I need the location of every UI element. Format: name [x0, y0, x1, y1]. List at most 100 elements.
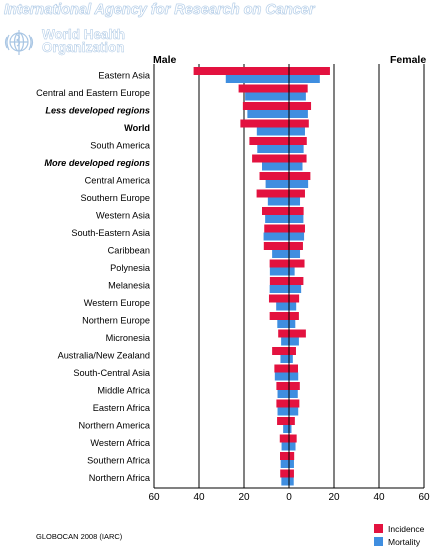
bar-mortality-female: [289, 320, 296, 328]
bar-mortality-female: [289, 232, 305, 241]
bar-incidence-female: [289, 329, 306, 338]
bar-mortality-female: [289, 110, 308, 118]
bar-incidence-male: [263, 242, 289, 250]
bar-mortality-female: [289, 180, 309, 188]
bar-mortality-male: [281, 442, 289, 451]
bar-mortality-female: [289, 477, 294, 486]
category-label: Northern Africa: [89, 473, 151, 483]
bar-mortality-female: [289, 302, 297, 311]
bar-incidence-male: [259, 172, 289, 180]
bar-incidence-male: [280, 469, 289, 478]
x-tick-label: 60: [148, 492, 160, 503]
bar-incidence-female: [289, 137, 307, 145]
category-label: Northern America: [79, 421, 151, 431]
bar-incidence-female: [289, 224, 305, 233]
bar-mortality-male: [277, 407, 289, 416]
bar-mortality-male: [269, 285, 289, 293]
bar-incidence-male: [256, 189, 289, 198]
bar-incidence-male: [269, 277, 289, 285]
bar-mortality-female: [289, 425, 292, 433]
x-tick-label: 60: [418, 492, 430, 503]
bar-incidence-female: [289, 207, 304, 215]
bar-mortality-female: [289, 162, 303, 171]
bar-incidence-female: [289, 67, 330, 75]
bar-mortality-male: [256, 127, 289, 136]
x-tick-label: 0: [286, 492, 292, 503]
category-label: Eastern Africa: [93, 403, 151, 413]
category-label: Western Asia: [96, 211, 151, 221]
bar-mortality-male: [257, 145, 289, 153]
bar-mortality-female: [289, 250, 301, 258]
bar-incidence-male: [262, 207, 289, 215]
bar-incidence-female: [289, 469, 294, 478]
bar-mortality-male: [265, 180, 289, 188]
legend-swatch-incidence: [374, 524, 383, 533]
bar-mortality-male: [267, 197, 289, 206]
bar-incidence-female: [289, 189, 305, 198]
bar-incidence-male: [279, 434, 289, 443]
bar-mortality-female: [289, 285, 302, 293]
bar-mortality-male: [245, 92, 289, 101]
bar-incidence-male: [276, 382, 289, 390]
who-name-line-2: Organization: [42, 40, 125, 55]
legend-swatch-mortality: [374, 537, 383, 546]
bar-incidence-male: [242, 102, 289, 110]
bar-incidence-male: [193, 67, 289, 75]
bar-incidence-male: [277, 417, 289, 425]
who-name: World Health Organization: [42, 28, 126, 55]
bar-mortality-female: [289, 407, 299, 416]
bar-mortality-male: [247, 110, 289, 118]
category-label: Caribbean: [108, 246, 150, 256]
bar-mortality-female: [289, 390, 298, 398]
category-label: Northern Europe: [82, 316, 150, 326]
bar-incidence-female: [289, 452, 295, 460]
category-label: South-Eastern Asia: [71, 228, 151, 238]
bar-incidence-male: [274, 364, 289, 373]
female-label: Female: [390, 54, 427, 66]
bar-incidence-female: [289, 294, 300, 303]
category-label: Southern Europe: [81, 193, 150, 203]
bar-mortality-female: [289, 267, 295, 276]
bar-mortality-male: [280, 460, 289, 468]
bar-incidence-male: [252, 154, 289, 163]
bar-incidence-male: [249, 137, 289, 145]
bar-mortality-male: [274, 372, 289, 381]
bar-mortality-female: [289, 215, 304, 223]
bar-incidence-male: [238, 84, 289, 93]
category-label: Central and Eastern Europe: [36, 88, 150, 98]
bar-mortality-male: [281, 337, 289, 346]
category-label: Australia/New Zealand: [58, 351, 150, 361]
bar-incidence-female: [289, 434, 297, 443]
category-label: South America: [90, 141, 151, 151]
legend-label-mortality: Mortality: [388, 536, 421, 547]
bar-incidence-female: [289, 312, 299, 320]
bar-incidence-female: [289, 399, 300, 408]
category-label: Less developed regions: [45, 106, 150, 116]
who-emblem-icon: [4, 30, 34, 55]
bar-incidence-female: [289, 382, 300, 390]
bar-mortality-male: [276, 302, 289, 311]
category-label: Polynesia: [110, 263, 151, 273]
x-tick-label: 40: [373, 492, 385, 503]
x-tick-label: 20: [328, 492, 340, 503]
bar-incidence-male: [280, 452, 289, 460]
bar-incidence-female: [289, 242, 303, 250]
bar-incidence-male: [269, 312, 289, 320]
bar-incidence-male: [272, 347, 289, 355]
bar-mortality-male: [262, 162, 289, 171]
bar-mortality-female: [289, 197, 301, 206]
bar-incidence-male: [268, 294, 289, 303]
legend: Incidence Mortality: [374, 522, 424, 548]
category-label: Micronesia: [106, 333, 151, 343]
legend-label-incidence: Incidence: [388, 523, 425, 534]
bar-mortality-male: [277, 390, 289, 398]
category-label: Melanesia: [108, 281, 151, 291]
bar-incidence-female: [289, 347, 296, 355]
x-tick-label: 40: [193, 492, 205, 503]
bar-mortality-female: [289, 460, 294, 468]
bar-incidence-female: [289, 154, 307, 163]
category-label: South-Central Asia: [73, 368, 150, 378]
bar-incidence-male: [264, 224, 289, 233]
bar-incidence-female: [289, 172, 311, 180]
